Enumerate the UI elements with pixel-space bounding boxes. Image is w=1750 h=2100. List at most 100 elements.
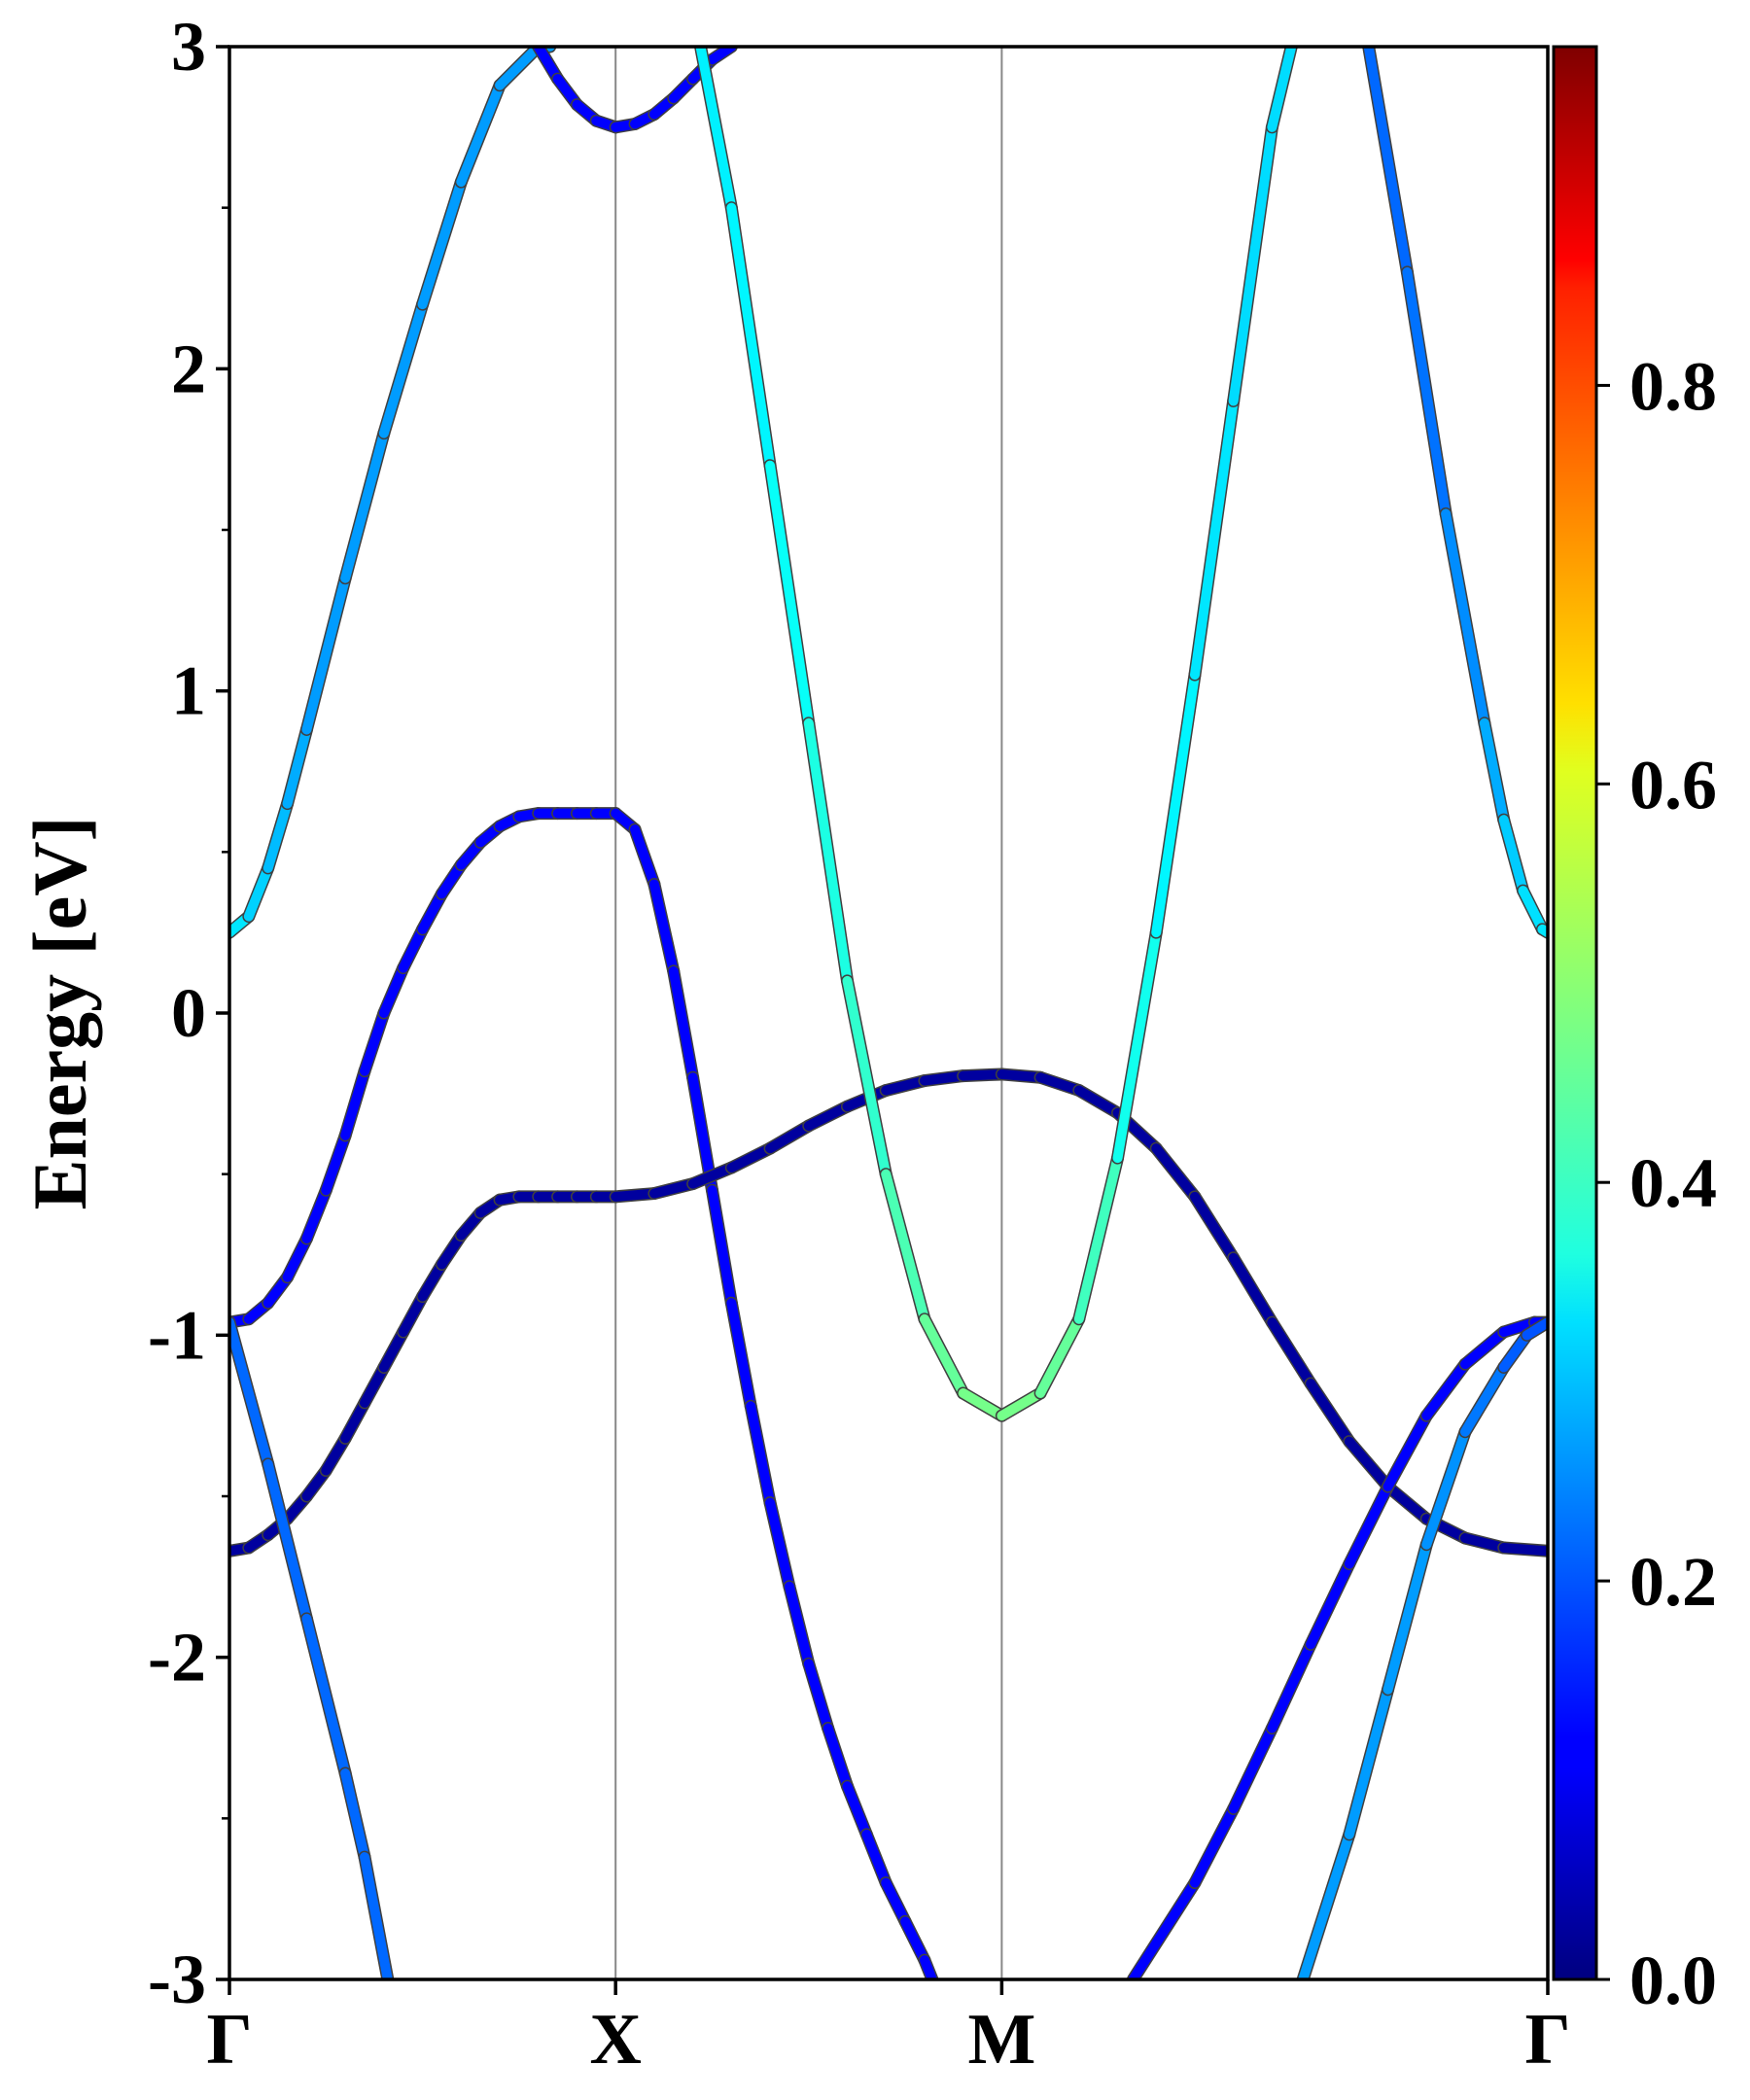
- band-segment: [301, 573, 351, 735]
- band-segment: [726, 1298, 756, 1412]
- band-segment: [340, 1397, 370, 1444]
- band-segment: [842, 1781, 872, 1839]
- band-segment: [919, 1955, 937, 1979]
- band-segment: [861, 1829, 892, 1888]
- band-segment: [1189, 396, 1239, 681]
- band-segment: [900, 1916, 929, 1966]
- band-segment: [707, 1185, 737, 1309]
- band-segment: [842, 975, 892, 1179]
- colorbar-tick-label: 0.4: [1629, 1144, 1717, 1222]
- colorbar: 0.0 0.2 0.4 0.6 0.8: [1552, 45, 1717, 2019]
- x-tick-label: M: [967, 2000, 1035, 2080]
- band-segment: [1267, 1317, 1316, 1389]
- band-segment: [262, 798, 293, 873]
- band-segment: [803, 718, 853, 986]
- y-tick-label: 3: [171, 8, 206, 86]
- band-segment: [1421, 1426, 1471, 1550]
- band-segment: [1344, 1684, 1393, 1839]
- y-tick-label: -1: [148, 1296, 206, 1374]
- band-segment: [1298, 1829, 1354, 1979]
- colorbar-tick-label: 0.8: [1629, 347, 1717, 425]
- band-series: [229, 807, 622, 1329]
- band-series: [1362, 47, 1548, 939]
- band-segment: [398, 1291, 428, 1338]
- band-segment: [1073, 1085, 1123, 1118]
- band-segment: [1363, 47, 1413, 277]
- x-tick-label: Γ: [1524, 2000, 1570, 2080]
- band-segment: [1382, 1482, 1432, 1524]
- band-segment: [648, 1178, 698, 1199]
- band-segment: [1479, 718, 1509, 825]
- band-segment: [1460, 1362, 1509, 1437]
- band-series: [229, 1315, 395, 1979]
- kpoint-separator-lines: [614, 47, 1003, 1979]
- band-segment: [321, 1130, 351, 1196]
- y-axis: -3 -2 -1 0 1 2 3: [148, 8, 229, 2018]
- band-segment: [611, 1188, 659, 1202]
- band-segment: [243, 862, 273, 922]
- band-segment: [1035, 1313, 1084, 1398]
- band-segment: [456, 80, 506, 188]
- colorbar-tick-label: 0.6: [1629, 746, 1717, 823]
- band-segment: [695, 47, 737, 213]
- band-segment: [282, 1233, 312, 1282]
- band-segment: [398, 924, 428, 973]
- band-series: [229, 1190, 622, 1558]
- band-segment: [1189, 1191, 1239, 1263]
- band-segment: [1498, 1330, 1532, 1373]
- band-segment: [1344, 1482, 1393, 1569]
- band-segment: [301, 1613, 351, 1778]
- band-segment: [746, 1401, 776, 1508]
- x-tick-label: X: [589, 2000, 641, 2080]
- band-segment: [1112, 928, 1162, 1164]
- plot-frame: [228, 45, 1550, 1981]
- band-segment: [301, 1185, 332, 1243]
- band-segment: [1228, 1723, 1278, 1814]
- x-tick-label: Γ: [206, 2000, 252, 2080]
- band-segment: [803, 1659, 833, 1733]
- band-segment: [1189, 1803, 1239, 1888]
- band-series: [532, 47, 738, 134]
- band-segment: [1441, 508, 1489, 728]
- band-segment: [1267, 1639, 1316, 1733]
- band-segment: [648, 879, 679, 976]
- y-tick-label: 2: [171, 330, 206, 407]
- band-segment: [360, 1008, 389, 1076]
- band-segment: [360, 1362, 389, 1408]
- band-segment: [822, 1723, 853, 1792]
- band-segment: [340, 1768, 370, 1863]
- band-segment: [340, 428, 389, 583]
- band-series: [229, 47, 557, 939]
- band-segment: [765, 1120, 814, 1154]
- band-segment: [1498, 1543, 1548, 1557]
- band-segment: [417, 889, 447, 934]
- band-segment: [1228, 122, 1278, 406]
- band-segment: [1128, 1877, 1200, 1979]
- band-segment: [1267, 47, 1297, 132]
- band-segment: [229, 1317, 273, 1469]
- band-segment: [282, 724, 312, 809]
- band-segment: [1518, 886, 1548, 934]
- band-segment: [726, 202, 776, 471]
- band-segment: [1421, 1359, 1471, 1421]
- band-segment: [1151, 1143, 1200, 1202]
- band-segment: [803, 1102, 853, 1131]
- band-segment: [378, 299, 428, 438]
- colorbar-ticks: 0.0 0.2 0.4 0.6 0.8: [1596, 347, 1717, 2019]
- band-segment: [378, 1327, 408, 1373]
- band-segment: [726, 1143, 776, 1173]
- band-segment: [417, 177, 467, 310]
- band-segment: [919, 1313, 968, 1398]
- band-segment: [668, 965, 698, 1083]
- band-segment: [1073, 1153, 1123, 1324]
- band-segment: [1460, 1327, 1509, 1370]
- band-segment: [378, 962, 408, 1018]
- band-segment: [997, 1387, 1046, 1421]
- band-series: [694, 47, 1298, 1422]
- band-segment: [1344, 1436, 1393, 1492]
- band-segment: [1306, 1379, 1354, 1447]
- y-tick-label: -2: [148, 1619, 206, 1697]
- band-segment: [707, 47, 737, 65]
